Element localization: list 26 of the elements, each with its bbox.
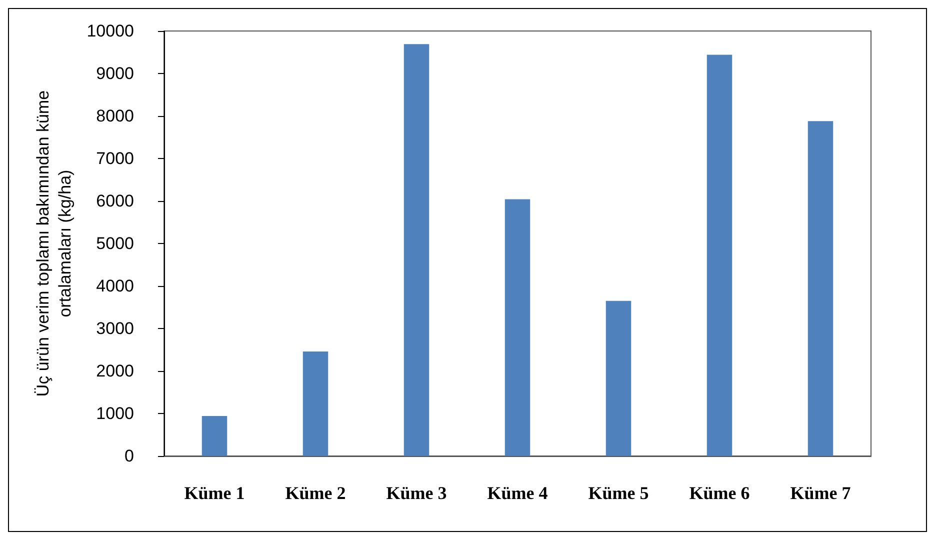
x-tick-label: Küme 1 bbox=[184, 483, 245, 503]
y-tick-label: 0 bbox=[124, 446, 134, 466]
x-tick-label: Küme 5 bbox=[588, 483, 649, 503]
x-tick-label: Küme 6 bbox=[689, 483, 750, 503]
y-tick-label: 2000 bbox=[96, 362, 134, 380]
bar bbox=[606, 300, 632, 456]
y-tick-label: 6000 bbox=[96, 192, 134, 210]
y-axis-title: Üç ürün verim toplamı bakımından küme ortalamaları (kg/ha) bbox=[33, 90, 74, 397]
x-tick-label: Küme 2 bbox=[285, 483, 346, 503]
bar bbox=[504, 199, 530, 456]
y-tick-label: 5000 bbox=[96, 234, 134, 253]
y-tick-label: 4000 bbox=[96, 276, 134, 296]
y-tick-label: 9000 bbox=[96, 64, 134, 83]
y-tick-label: 1000 bbox=[96, 404, 134, 423]
x-tick-label: Küme 3 bbox=[386, 483, 447, 503]
bar bbox=[404, 44, 430, 456]
y-tick-label: 3000 bbox=[96, 319, 134, 338]
bar bbox=[302, 351, 328, 456]
y-tick-label: 8000 bbox=[96, 106, 134, 126]
y-tick-label: 7000 bbox=[96, 149, 134, 168]
x-tick-label: Küme 7 bbox=[790, 483, 851, 503]
bar bbox=[202, 416, 228, 456]
x-tick-label: Küme 4 bbox=[487, 483, 548, 503]
bar bbox=[808, 121, 834, 456]
y-tick-label: 10000 bbox=[86, 22, 134, 40]
bar bbox=[706, 54, 732, 456]
